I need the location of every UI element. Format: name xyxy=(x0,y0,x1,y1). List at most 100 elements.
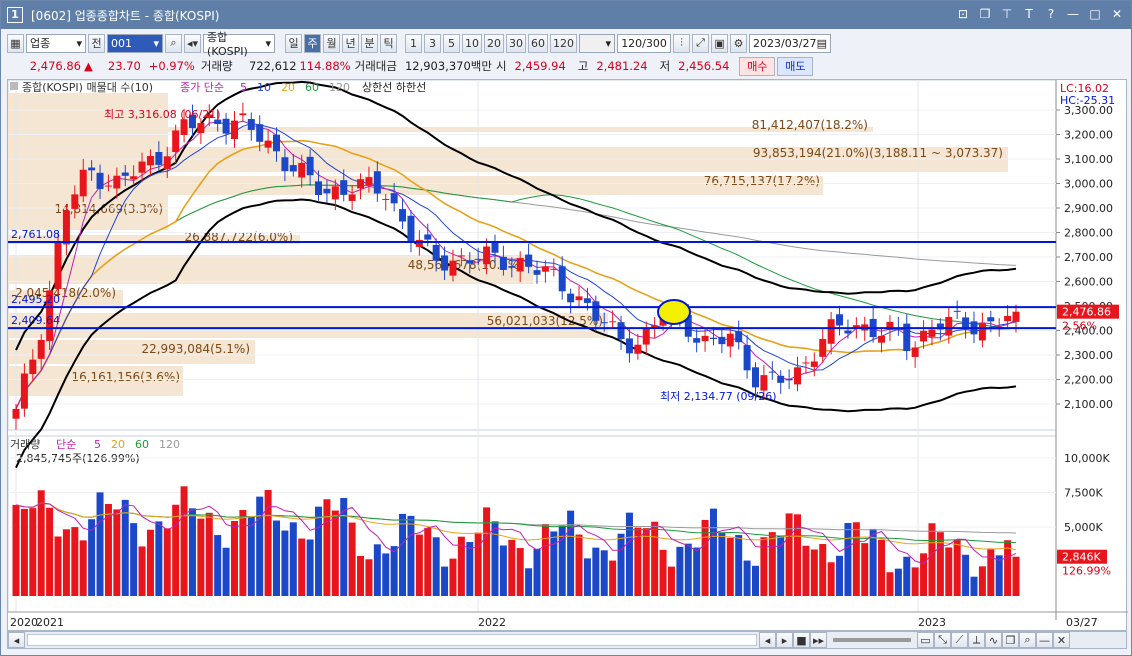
interval-10-button[interactable]: 10 xyxy=(462,33,483,53)
volume-bar xyxy=(163,528,171,596)
y-tick-label: 2,800.00 xyxy=(1064,227,1113,240)
interval-1-button[interactable]: 1 xyxy=(405,33,423,53)
volume-bar xyxy=(768,532,776,596)
quote-bar: 2,476.86 ▲ 23.70 +0.97% 거래량 722,612 114.… xyxy=(7,56,1127,76)
volume-bar xyxy=(651,521,659,596)
y-tick-label: 2,900.00 xyxy=(1064,202,1113,215)
compare-icon[interactable]: ⤢ xyxy=(692,33,710,53)
candle-body xyxy=(928,329,936,337)
volume-bar xyxy=(642,528,650,596)
screen-icon[interactable]: ⊡ xyxy=(957,7,969,21)
full-button[interactable]: 전 xyxy=(88,33,105,53)
name-select[interactable]: 종합(KOSPI) ▾ xyxy=(203,31,276,58)
interval-20-button[interactable]: 20 xyxy=(484,33,505,53)
fit-icon[interactable]: ▭ xyxy=(917,632,934,648)
pin-icon[interactable]: ⊤ xyxy=(1001,7,1013,21)
candle-body xyxy=(289,165,297,172)
scroll-left-icon[interactable]: ◂ xyxy=(8,632,25,648)
volume-tick-label: 10,000K xyxy=(1064,452,1110,465)
period-minute-button[interactable]: 분 xyxy=(361,33,379,53)
candle-body xyxy=(777,375,785,383)
volume-bar xyxy=(751,565,759,596)
period-week-button[interactable]: 주 xyxy=(304,33,322,53)
ma10-line xyxy=(15,123,1017,410)
interval-3-button[interactable]: 3 xyxy=(424,33,442,53)
category-select[interactable]: 업종 ▾ xyxy=(26,33,86,53)
zoom-out-icon[interactable]: — xyxy=(1036,632,1053,648)
volume-bar xyxy=(667,566,675,596)
scroll-track[interactable] xyxy=(27,634,757,646)
minimize-icon[interactable]: — xyxy=(1067,7,1079,21)
volume-bar xyxy=(978,566,986,596)
candle-body xyxy=(130,176,138,180)
candle-body xyxy=(281,157,289,172)
candle-body xyxy=(592,301,600,321)
candle-body xyxy=(836,314,844,326)
period-month-button[interactable]: 월 xyxy=(323,33,341,53)
reset-icon[interactable]: ✕ xyxy=(1053,632,1070,648)
interval-60-button[interactable]: 60 xyxy=(528,33,549,53)
copy-icon[interactable]: ❐ xyxy=(979,7,991,21)
volume-bar xyxy=(886,572,894,596)
date-input[interactable]: 2023/03/27 ▤ xyxy=(749,33,832,53)
font-icon[interactable]: T xyxy=(1025,7,1033,21)
scroll-bar[interactable]: ◂ ◂ ▸ ■ ▸▸ ▭ ⤡ ⟋ ⟂ ∿ ❐ ⌕ — ✕ xyxy=(7,631,1127,649)
volume-bar xyxy=(71,527,79,596)
custom-interval-select[interactable]: ▾ xyxy=(579,33,616,53)
interval-120-button[interactable]: 120 xyxy=(550,33,578,53)
maximize-icon[interactable]: □ xyxy=(1089,7,1101,21)
code-input[interactable]: 001 ▾ xyxy=(107,33,163,53)
draw-icon[interactable]: ⤡ xyxy=(934,632,951,648)
volume-bar xyxy=(819,544,827,596)
volume-bar xyxy=(777,535,785,596)
interval-30-button[interactable]: 30 xyxy=(506,33,527,53)
line-icon[interactable]: ⟋ xyxy=(951,632,968,648)
volume-bar xyxy=(214,535,222,596)
gear-icon[interactable]: ⚙ xyxy=(730,33,748,53)
sound-icon[interactable]: ◂▾ xyxy=(184,33,202,53)
lc-label: LC:16.02 xyxy=(1060,82,1109,95)
name-value: 종합(KOSPI) xyxy=(207,30,248,58)
candle-body xyxy=(634,344,642,354)
chart-settings-icon[interactable]: ⫶ xyxy=(673,33,691,53)
volume-profile-label: 26,887,722(6.0%) xyxy=(184,230,293,244)
candle-body xyxy=(54,242,62,290)
calendar-icon[interactable]: ▤ xyxy=(816,36,828,50)
chart-svg[interactable]: 81,412,407(18.2%) 93,853,194(21.0%)(3,188… xyxy=(7,79,1128,632)
sell-button[interactable]: 매도 xyxy=(777,56,814,76)
candle-body xyxy=(768,371,776,373)
search-icon[interactable]: ⌕ xyxy=(165,33,182,53)
grid-icon[interactable]: ▦ xyxy=(7,33,24,53)
stop-icon[interactable]: ■ xyxy=(793,632,810,648)
amount-value: 12,903,370백만 xyxy=(404,59,492,73)
play-back-icon[interactable]: ◂ xyxy=(759,632,776,648)
zoom-slider[interactable] xyxy=(833,638,911,642)
period-year-button[interactable]: 년 xyxy=(342,33,360,53)
ma-period-label: 10 xyxy=(257,81,271,94)
save-icon[interactable]: ▣ xyxy=(711,33,729,53)
candle-body xyxy=(348,194,356,201)
measure-icon[interactable]: ⟂ xyxy=(968,632,985,648)
play-icon[interactable]: ▸ xyxy=(776,632,793,648)
candle-body xyxy=(693,338,701,343)
close-icon[interactable]: ✕ xyxy=(1111,7,1123,21)
help-icon[interactable]: ? xyxy=(1047,7,1055,21)
volume-bar xyxy=(844,523,852,596)
period-day-button[interactable]: 일 xyxy=(285,33,303,53)
wave-icon[interactable]: ∿ xyxy=(985,632,1002,648)
copy-chart-icon[interactable]: ❐ xyxy=(1002,632,1019,648)
min-price-label: 최저 2,134.77 (09/26) xyxy=(660,390,777,403)
volume-bar xyxy=(466,542,474,596)
candle-body xyxy=(298,162,306,178)
volume-value: 722,612 xyxy=(249,59,297,73)
volume-bar xyxy=(424,528,432,596)
zoom-in-icon[interactable]: ⌕ xyxy=(1019,632,1036,648)
volume-profile-label: 16,161,156(3.6%) xyxy=(71,370,180,384)
interval-5-button[interactable]: 5 xyxy=(443,33,461,53)
count-input[interactable]: 120/300 xyxy=(617,33,672,53)
fast-forward-icon[interactable]: ▸▸ xyxy=(810,632,827,648)
buy-button[interactable]: 매수 xyxy=(739,56,776,76)
candle-body xyxy=(71,194,79,209)
period-tick-button[interactable]: 틱 xyxy=(380,33,398,53)
chart-area[interactable]: 81,412,407(18.2%) 93,853,194(21.0%)(3,188… xyxy=(7,79,1128,632)
